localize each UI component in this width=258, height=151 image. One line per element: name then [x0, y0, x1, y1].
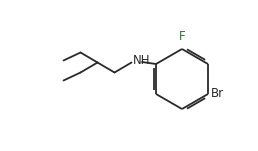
Text: F: F	[179, 31, 185, 43]
Text: Br: Br	[211, 87, 224, 101]
Text: NH: NH	[133, 55, 150, 67]
